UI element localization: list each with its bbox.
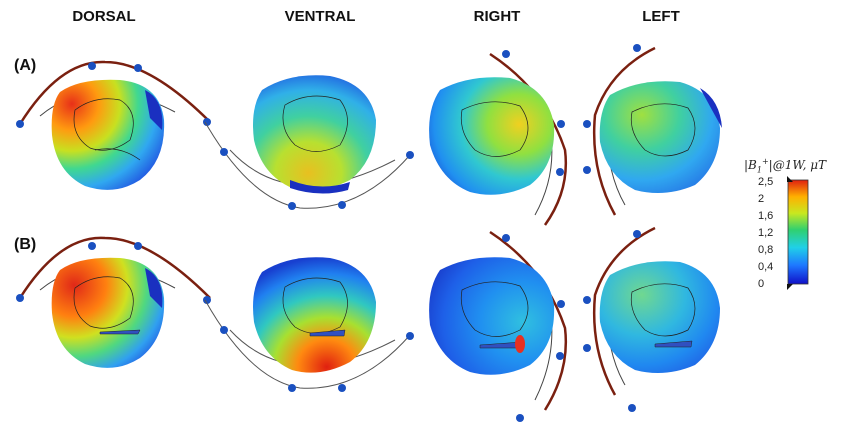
row-label-b: (B): [14, 236, 37, 253]
head-dorsal-b: [51, 257, 165, 368]
coil-left-b: [583, 226, 656, 412]
head-left-b: [599, 261, 720, 374]
head-dorsal-a: [51, 79, 165, 190]
colorbar-title-rest: |@1W, μT: [768, 158, 827, 172]
head-left-a: [599, 81, 722, 194]
colorbar-title-sub: 1: [756, 165, 762, 175]
colorbar-tick: 0,4: [758, 261, 774, 273]
colorbar-tick: 2,5: [758, 176, 774, 188]
coil-right-a: [489, 50, 568, 226]
column-label-ventral: VENTRAL: [284, 8, 356, 25]
colorbar-tick: 0,8: [758, 244, 774, 256]
column-label-left: LEFT: [642, 8, 680, 25]
colorbar-tick: 0: [758, 278, 765, 290]
head-right-b: [429, 257, 555, 375]
colorbar-tick: 2: [758, 193, 765, 205]
head-ventral-a: [253, 75, 376, 194]
colorbar-title-main: |B: [744, 158, 757, 172]
colorbar-tick: 1,6: [758, 210, 774, 222]
column-label-right: RIGHT: [473, 8, 521, 25]
colorbar: [787, 176, 809, 290]
column-label-dorsal: DORSAL: [72, 8, 136, 25]
colorbar-tick: 1,2: [758, 227, 774, 239]
head-ventral-b: [253, 257, 376, 373]
row-label-a: (A): [14, 57, 37, 74]
colorbar-title-sup: +: [761, 157, 769, 166]
head-right-a: [429, 77, 555, 195]
colorbar-title: |B1+|@1W, μT: [744, 157, 826, 174]
